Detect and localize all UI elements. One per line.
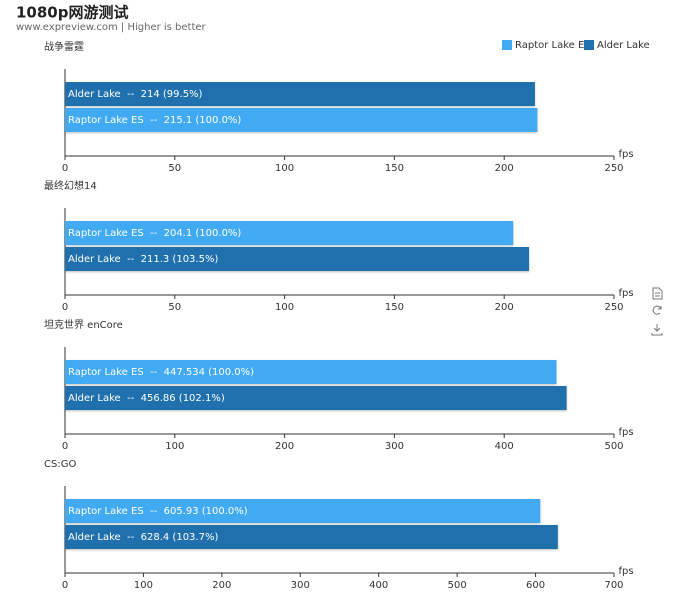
data-label: Alder Lake -- 628.4 (103.7%) xyxy=(68,532,218,543)
data-label: Alder Lake -- 456.86 (102.1%) xyxy=(68,393,225,404)
x-tick-label: 600 xyxy=(526,580,545,591)
x-tick-label: 0 xyxy=(62,441,68,452)
bar xyxy=(65,247,530,271)
x-tick-label: 500 xyxy=(604,441,623,452)
bar xyxy=(65,525,558,549)
data-label: Raptor Lake ES -- 204.1 (100.0%) xyxy=(68,228,241,239)
x-tick-label: 200 xyxy=(275,441,294,452)
x-tick-label: 500 xyxy=(448,580,467,591)
data-label: Alder Lake -- 214 (99.5%) xyxy=(68,89,203,100)
legend-swatch xyxy=(584,40,594,50)
x-tick-label: 250 xyxy=(604,302,623,313)
data-label: Alder Lake -- 211.3 (103.5%) xyxy=(68,254,218,265)
legend-label[interactable]: Raptor Lake ES xyxy=(515,40,591,51)
legend-label[interactable]: Alder Lake xyxy=(597,40,650,51)
x-tick-label: 200 xyxy=(212,580,231,591)
x-tick-label: 300 xyxy=(385,441,404,452)
bar xyxy=(65,221,514,245)
x-tick-label: 50 xyxy=(168,302,181,313)
x-tick-label: 0 xyxy=(62,302,68,313)
x-tick-label: 100 xyxy=(275,302,294,313)
bar xyxy=(65,360,557,384)
page-title: 1080p网游测试 xyxy=(16,4,129,22)
x-tick-label: 150 xyxy=(385,302,404,313)
x-tick-label: 0 xyxy=(62,580,68,591)
bar xyxy=(65,499,541,523)
x-tick-label: 200 xyxy=(495,302,514,313)
data-label: Raptor Lake ES -- 605.93 (100.0%) xyxy=(68,506,248,517)
x-tick-label: 300 xyxy=(291,580,310,591)
bar xyxy=(65,108,538,132)
x-axis-label: fps xyxy=(618,427,633,438)
x-tick-label: 150 xyxy=(385,163,404,174)
data-view-icon[interactable] xyxy=(652,287,663,300)
data-label: Raptor Lake ES -- 215.1 (100.0%) xyxy=(68,115,241,126)
download-icon[interactable] xyxy=(651,324,663,336)
x-tick-label: 200 xyxy=(495,163,514,174)
chart-title: CS:GO xyxy=(44,459,76,470)
x-tick-label: 400 xyxy=(495,441,514,452)
x-tick-label: 100 xyxy=(165,441,184,452)
x-tick-label: 100 xyxy=(134,580,153,591)
chart-title: 战争雷霆 xyxy=(44,40,84,53)
x-tick-label: 400 xyxy=(369,580,388,591)
x-tick-label: 50 xyxy=(168,163,181,174)
chart-title: 最终幻想14 xyxy=(44,179,97,192)
restore-icon[interactable] xyxy=(652,305,662,315)
x-tick-label: 0 xyxy=(62,163,68,174)
x-axis-label: fps xyxy=(618,149,633,160)
toolbox xyxy=(651,287,663,336)
bar xyxy=(65,386,567,410)
page-subtitle: www.expreview.com | Higher is better xyxy=(16,22,207,33)
data-label: Raptor Lake ES -- 447.534 (100.0%) xyxy=(68,367,254,378)
chart-title: 坦克世界 enCore xyxy=(44,318,123,331)
x-axis-label: fps xyxy=(618,566,633,577)
x-axis-label: fps xyxy=(618,288,633,299)
bar xyxy=(65,82,535,106)
x-tick-label: 700 xyxy=(604,580,623,591)
legend-swatch xyxy=(502,40,512,50)
x-tick-label: 250 xyxy=(604,163,623,174)
x-tick-label: 100 xyxy=(275,163,294,174)
